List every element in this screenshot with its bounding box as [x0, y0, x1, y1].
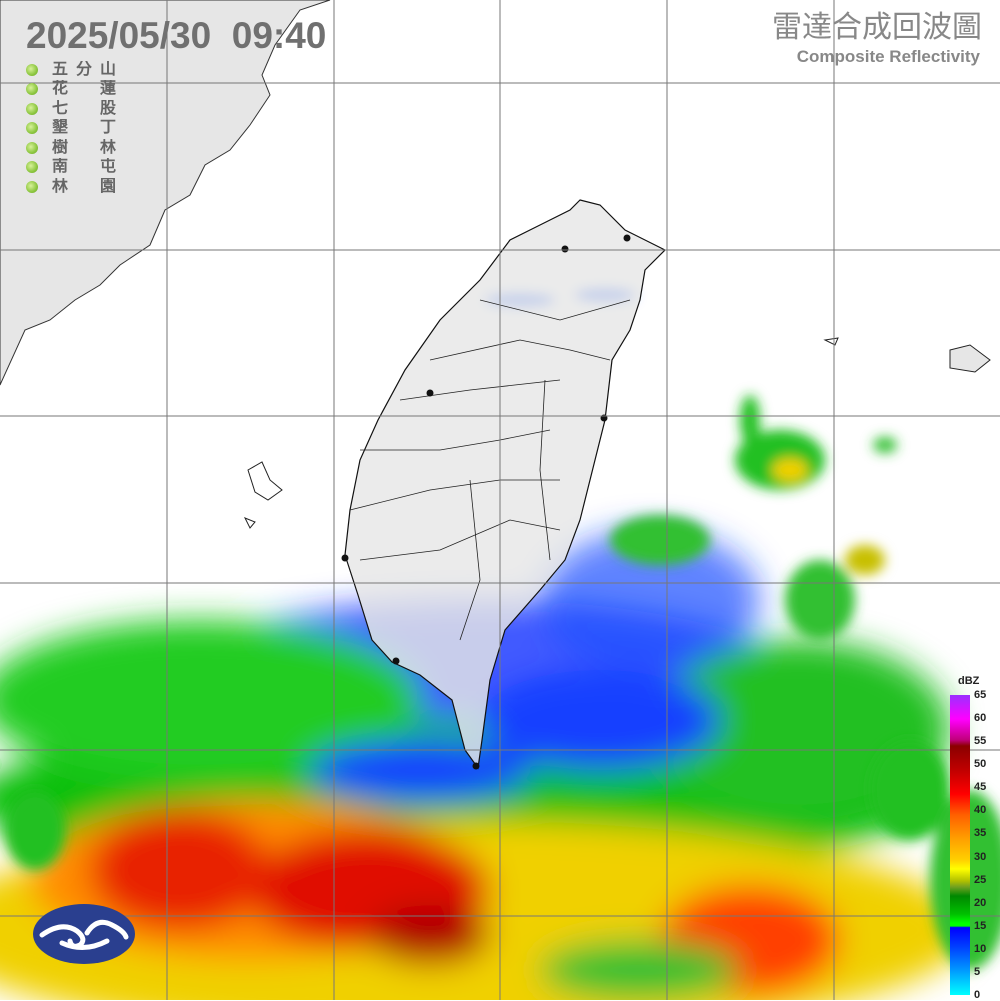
- station-item: 樹林: [26, 138, 116, 158]
- legend-tick-label: 5: [974, 965, 981, 978]
- observation-datetime: 2025/05/30 09:40: [26, 15, 327, 56]
- station-name: 樹林: [52, 138, 116, 156]
- station-item: 七股: [26, 99, 116, 119]
- station-status-icon: [26, 122, 38, 135]
- station-item: 花蓮: [26, 80, 116, 100]
- radar-echoes: [0, 289, 1000, 1000]
- legend-tick-label: 10: [974, 942, 987, 955]
- station-item: 墾丁: [26, 119, 116, 139]
- legend-unit: dBZ: [958, 675, 980, 687]
- station-status-icon: [26, 141, 38, 154]
- radar-station-list: 五分山 花蓮 七股 墾丁 樹林 南屯 林園: [26, 60, 116, 197]
- penghu-islands: [243, 337, 991, 529]
- legend-tick-label: 15: [974, 919, 987, 932]
- station-name: 七股: [52, 99, 116, 117]
- station-status-icon: [26, 63, 38, 76]
- station-name: 墾丁: [52, 119, 116, 137]
- station-name: 林園: [52, 177, 116, 195]
- cwa-logo: [33, 904, 135, 964]
- legend-tick-label: 60: [974, 712, 987, 725]
- mainland-china-landmass: [0, 0, 331, 386]
- radar-station-markers: [341, 234, 631, 770]
- station-item: 南屯: [26, 158, 116, 178]
- station-name: 五分山: [52, 60, 116, 78]
- product-title-zh: 雷達合成回波圖: [772, 11, 982, 44]
- taiwan-landmass: [344, 199, 667, 770]
- station-name: 花蓮: [52, 80, 116, 98]
- station-status-icon: [26, 180, 38, 193]
- station-item: 五分山: [26, 60, 116, 80]
- legend-tick-label: 65: [974, 689, 987, 701]
- legend-tick-label: 20: [974, 896, 987, 909]
- legend-tick-label: 50: [974, 758, 987, 771]
- station-name: 南屯: [52, 158, 116, 176]
- legend-tick-label: 0: [974, 989, 981, 1001]
- station-status-icon: [26, 161, 38, 174]
- station-status-icon: [26, 102, 38, 115]
- legend-tick-label: 30: [974, 850, 987, 863]
- station-item: 林園: [26, 177, 116, 197]
- legend-tick-label: 35: [974, 827, 987, 840]
- county-borders: [349, 299, 631, 641]
- station-status-icon: [26, 83, 38, 96]
- dbz-color-legend: dBZ 65 60 55 50 45 40 35 30 25 20 15 10 5 0: [950, 675, 1000, 1001]
- product-title-en: Composite Reflectivity: [796, 47, 980, 66]
- legend-tick-label: 45: [974, 781, 987, 794]
- legend-color-bar: [950, 695, 970, 995]
- legend-tick-label: 25: [974, 873, 987, 886]
- legend-tick-label: 40: [974, 804, 987, 817]
- legend-tick-label: 55: [974, 735, 987, 748]
